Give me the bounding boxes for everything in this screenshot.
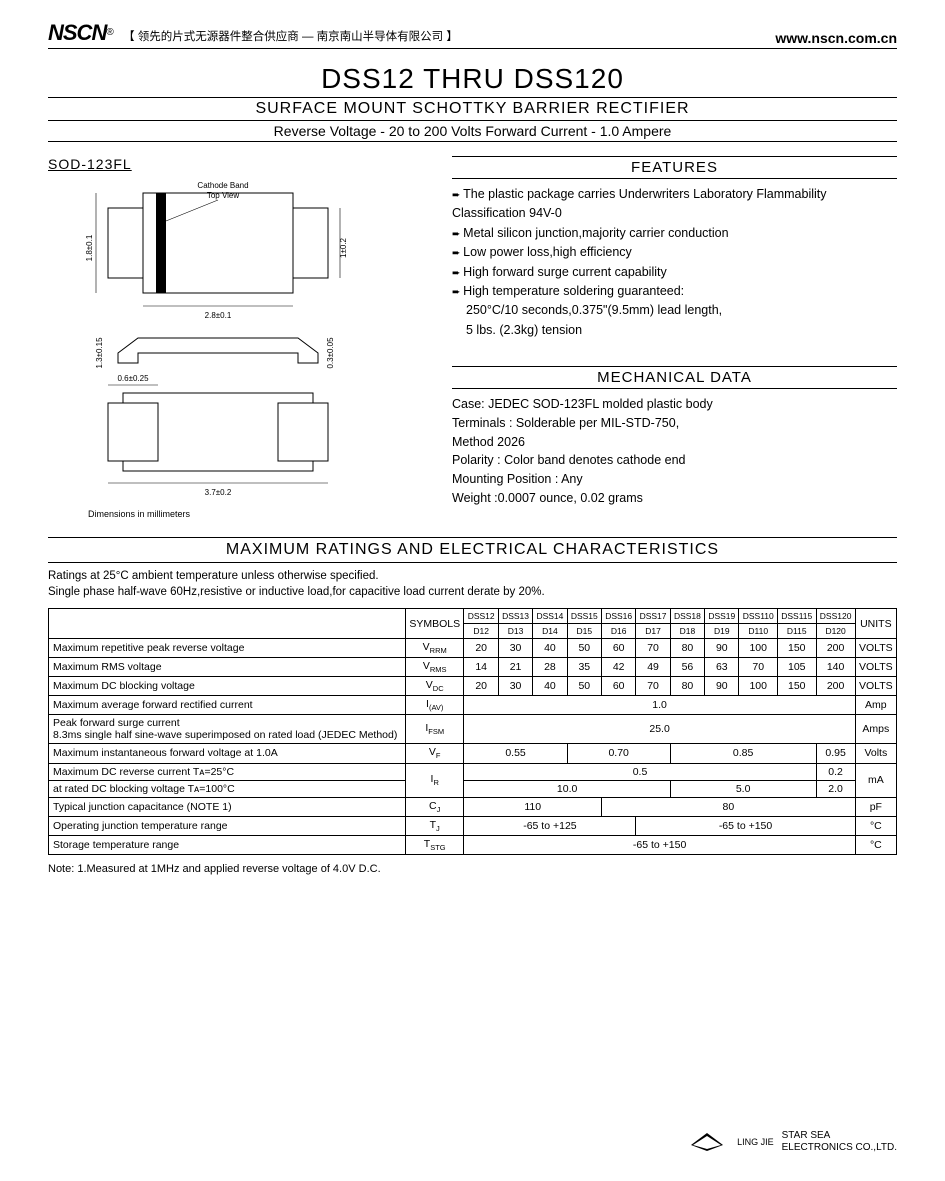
header-url: www.nscn.com.cn bbox=[775, 30, 897, 46]
logo-block: NSCN® 【 领先的片式无源器件整合供应商 — 南京南山半导体有限公司 】 bbox=[48, 20, 458, 46]
package-diagram: Cathode Band Top View 1.8±0.1 1±0.2 2.8±… bbox=[48, 178, 428, 498]
tagline: 【 领先的片式无源器件整合供应商 — 南京南山半导体有限公司 】 bbox=[123, 31, 458, 43]
title-block: DSS12 THRU DSS120 SURFACE MOUNT SCHOTTKY… bbox=[48, 63, 897, 142]
mechanical-text: Case: JEDEC SOD-123FL molded plastic bod… bbox=[452, 395, 897, 508]
svg-text:1±0.2: 1±0.2 bbox=[339, 237, 348, 258]
svg-text:1.3±0.15: 1.3±0.15 bbox=[95, 337, 104, 369]
sub-title: SURFACE MOUNT SCHOTTKY BARRIER RECTIFIER bbox=[48, 98, 897, 121]
footer-logo-icon bbox=[685, 1127, 729, 1157]
feature-item: The plastic package carries Underwriters… bbox=[452, 185, 897, 224]
svg-text:0.6±0.25: 0.6±0.25 bbox=[117, 374, 149, 383]
feature-item: High temperature soldering guaranteed: bbox=[452, 282, 897, 301]
feature-item: High forward surge current capability bbox=[452, 263, 897, 282]
info-column: FEATURES The plastic package carries Und… bbox=[452, 156, 897, 519]
logo-reg: ® bbox=[106, 27, 113, 38]
features-extra: 250°C/10 seconds,0.375"(9.5mm) lead leng… bbox=[452, 301, 897, 340]
footer-company: STAR SEAELECTRONICS CO.,LTD. bbox=[782, 1130, 897, 1154]
package-column: SOD-123FL Cathode Band Top View 1.8±0.1 … bbox=[48, 156, 428, 519]
footer-logo: LING JIE STAR SEAELECTRONICS CO.,LTD. bbox=[685, 1127, 897, 1157]
cathode-label: Cathode Band bbox=[197, 181, 248, 190]
package-label: SOD-123FL bbox=[48, 156, 428, 172]
svg-text:Top View: Top View bbox=[207, 191, 240, 200]
feature-item: Low power loss,high efficiency bbox=[452, 243, 897, 262]
svg-text:2.8±0.1: 2.8±0.1 bbox=[205, 311, 232, 320]
main-title: DSS12 THRU DSS120 bbox=[48, 63, 897, 98]
spec-line: Reverse Voltage - 20 to 200 Volts Forwar… bbox=[48, 121, 897, 142]
features-heading: FEATURES bbox=[452, 156, 897, 179]
mechanical-heading: MECHANICAL DATA bbox=[452, 366, 897, 389]
features-list: The plastic package carries Underwriters… bbox=[452, 185, 897, 301]
svg-text:0.3±0.05: 0.3±0.05 bbox=[326, 337, 335, 369]
ratings-heading: MAXIMUM RATINGS AND ELECTRICAL CHARACTER… bbox=[48, 537, 897, 563]
footer-mark: LING JIE bbox=[737, 1137, 774, 1147]
dimension-note: Dimensions in millimeters bbox=[88, 509, 428, 519]
ratings-table: SYMBOLSDSS12DSS13DSS14DSS15DSS16DSS17DSS… bbox=[48, 608, 897, 855]
svg-text:3.7±0.2: 3.7±0.2 bbox=[205, 488, 232, 497]
page-header: NSCN® 【 领先的片式无源器件整合供应商 — 南京南山半导体有限公司 】 w… bbox=[48, 20, 897, 49]
ratings-footnote: Note: 1.Measured at 1MHz and applied rev… bbox=[48, 863, 897, 875]
ratings-note: Ratings at 25°C ambient temperature unle… bbox=[48, 569, 897, 600]
logo-text: NSCN bbox=[48, 20, 106, 45]
feature-item: Metal silicon junction,majority carrier … bbox=[452, 224, 897, 243]
svg-text:1.8±0.1: 1.8±0.1 bbox=[85, 234, 94, 261]
